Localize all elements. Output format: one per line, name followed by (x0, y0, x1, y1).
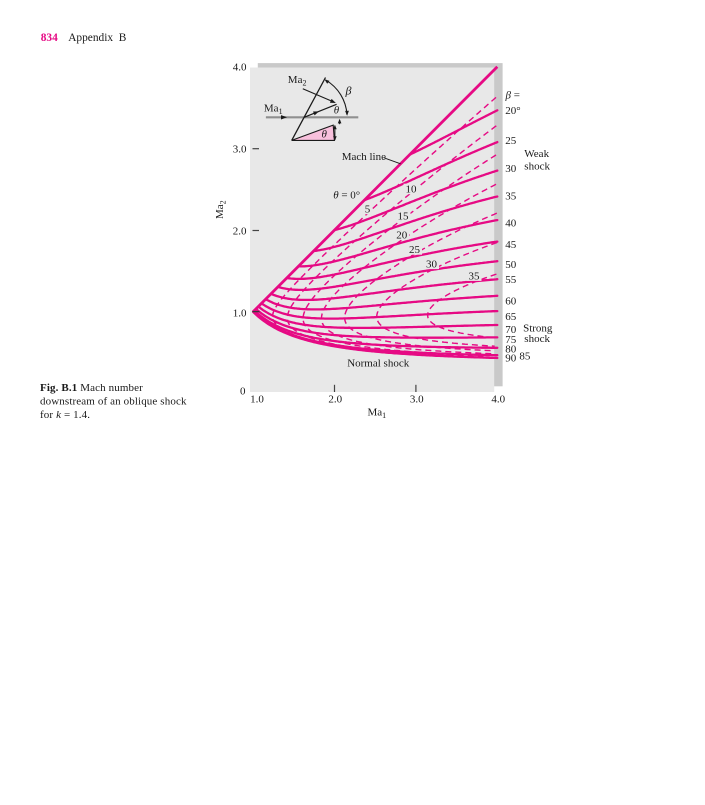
svg-text:25: 25 (505, 135, 517, 147)
svg-text:70: 70 (505, 324, 517, 336)
svg-text:1.0: 1.0 (250, 393, 264, 405)
svg-text:45: 45 (505, 239, 517, 251)
svg-text:Ma2: Ma2 (214, 200, 228, 219)
svg-text:θ = 0°: θ = 0° (333, 190, 360, 202)
svg-text:75: 75 (505, 334, 517, 346)
svg-text:80: 80 (505, 344, 517, 356)
svg-text:5: 5 (365, 204, 371, 216)
svg-text:85: 85 (519, 351, 531, 363)
svg-text:3.0: 3.0 (410, 393, 424, 405)
svg-text:25: 25 (409, 244, 421, 256)
svg-text:55: 55 (505, 274, 517, 286)
svg-text:834: 834 (41, 32, 58, 44)
svg-text:20: 20 (396, 229, 408, 241)
svg-text:shock: shock (524, 161, 550, 173)
svg-text:Strong: Strong (523, 323, 553, 335)
svg-text:90: 90 (505, 353, 517, 365)
svg-text:Weak: Weak (524, 148, 549, 160)
svg-text:30: 30 (505, 163, 517, 175)
svg-text:β: β (345, 84, 352, 98)
svg-text:β =: β = (505, 90, 520, 102)
svg-text:65: 65 (505, 311, 517, 323)
svg-text:Ma1: Ma1 (368, 407, 387, 421)
svg-text:50: 50 (505, 259, 517, 271)
svg-text:Normal shock: Normal shock (347, 358, 410, 370)
svg-text:downstream of an oblique shock: downstream of an oblique shock (40, 395, 187, 407)
svg-text:35: 35 (469, 271, 481, 283)
svg-text:4.0: 4.0 (491, 393, 505, 405)
svg-text:Ma1: Ma1 (264, 103, 283, 117)
svg-text:θ: θ (334, 105, 340, 117)
svg-text:shock: shock (524, 333, 550, 345)
svg-text:Mach line: Mach line (342, 151, 386, 163)
svg-text:15: 15 (398, 211, 410, 223)
svg-text:40: 40 (505, 218, 517, 230)
svg-text:20°: 20° (505, 105, 520, 117)
svg-text:30: 30 (426, 259, 438, 271)
svg-text:60: 60 (505, 295, 517, 307)
svg-text:2.0: 2.0 (233, 226, 247, 238)
svg-text:0: 0 (240, 386, 246, 398)
svg-text:Appendix B: Appendix B (68, 32, 127, 44)
svg-text:θ: θ (322, 129, 328, 141)
svg-text:1.0: 1.0 (233, 308, 247, 320)
svg-text:Ma2: Ma2 (288, 74, 307, 88)
svg-text:10: 10 (406, 184, 418, 196)
svg-text:35: 35 (505, 191, 517, 203)
svg-text:4.0: 4.0 (233, 61, 247, 73)
svg-text:2.0: 2.0 (328, 393, 342, 405)
svg-text:3.0: 3.0 (233, 143, 247, 155)
svg-text:for k = 1.4.: for k = 1.4. (40, 409, 90, 421)
svg-text:Fig. B.1 Mach number: Fig. B.1 Mach number (40, 382, 143, 394)
